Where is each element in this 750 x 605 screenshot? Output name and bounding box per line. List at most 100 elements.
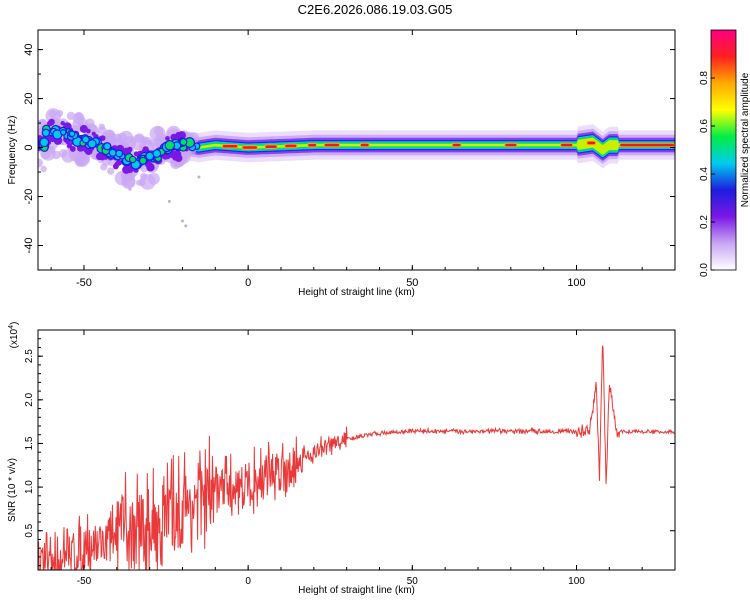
spectrogram-panel: -40 -20 0 20 40 -50 0 50 100 Height of straight l… [7,29,676,298]
noise-blob-75 [60,120,65,126]
top-xtick-label-2: 50 [406,277,418,289]
snr-series-line [38,345,675,570]
ridge-blob-53 [185,138,194,147]
noise-blob-110 [96,153,103,161]
hot-core-8 [505,143,517,147]
colorbar-tick-label-2: 0.4 [699,167,710,181]
noise-blob-70 [69,146,76,152]
noise-halo-141 [72,112,85,125]
bot-xtick-label-3: 100 [568,576,585,587]
ridge-blob-88 [153,150,161,157]
snr-series-group [38,345,675,570]
ridge-blob-85 [140,157,146,164]
colorbar-tick-label-0: 0.0 [699,263,710,277]
ridge-blob-74 [109,149,116,156]
bot-ylabel: SNR (10 * v/v) [7,458,18,522]
top-ylabel: Frequency (Hz) [7,116,18,185]
hot-core-6 [360,143,369,147]
bot-ytick-label-4: 2.5 [24,349,35,363]
top-xlabel: Height of straight line (km) [298,287,415,298]
bot-scale-label: (x104) [8,322,20,349]
bot-xlabel: Height of straight line (km) [298,585,415,596]
noise-halo-1 [40,165,47,173]
top-xtick-label-1: 0 [245,277,251,289]
hot-core-2 [265,145,277,148]
snr-panel: 0.5 1.0 1.5 2.0 2.5 -50 0 50 100 Height of straig… [7,322,676,596]
colorbar-tick-label-1: 0.2 [699,215,710,229]
noise-halo-81 [48,109,57,118]
colorbar-tick-label-4: 0.8 [699,71,710,85]
noise-halo-143 [134,133,145,143]
top-ytick-label-2: 0 [23,144,35,150]
noise-blob-67 [122,165,131,174]
top-ytick-label-4: 40 [23,43,35,55]
ridge-blob-87 [146,152,154,160]
ridge-blob-79 [82,136,89,143]
bot-ytick-label-3: 2.0 [24,392,35,406]
ridge-blob-56 [104,143,111,150]
hot-core-11 [620,143,674,147]
ridge-blob-83 [40,138,48,146]
bot-scale-base: (x10 [9,328,20,348]
spectral-band-6 [189,137,675,155]
noise-halo-105 [98,123,105,130]
speck-1 [184,224,188,228]
noise-blob-115 [115,159,122,166]
snr-plot-area [38,330,675,570]
noise-halo-113 [139,172,148,181]
noise-blob-106 [171,151,178,158]
ridge-blob-59 [70,131,75,136]
hot-core-0 [222,144,238,148]
ridge-blob-70 [173,142,181,149]
colorbar-label: Normalized spectral amplitude [740,72,750,207]
hot-core-3 [285,144,297,148]
speck-0 [180,219,184,223]
ridge-blob-89 [88,140,96,148]
ridge-blob-75 [165,141,174,150]
noise-halo-97 [61,149,75,163]
ridge-blob-54 [42,129,49,136]
ridge-blob-77 [53,130,62,139]
bot-ytick-label-1: 1.0 [24,480,35,494]
hot-core-4 [308,143,317,147]
noise-halo-51 [38,158,44,168]
top-ytick-label-0: -40 [23,238,35,254]
hot-core-5 [324,143,340,147]
top-ytick-label-1: -20 [23,189,35,205]
noise-blob-112 [86,128,91,134]
noise-halo-39 [100,163,108,171]
spectrogram-image [38,108,675,228]
colorbar-gradient [710,29,737,271]
noise-halo-100 [52,150,61,160]
figure-title: C2E6.2026.086.19.03.G05 [297,2,453,17]
top-xtick-label-3: 100 [567,277,585,289]
ridge-blob-80 [180,139,187,145]
noise-halo-144 [114,170,130,186]
bot-scale-exp: 4 [8,325,15,329]
noise-halo-149 [74,157,85,167]
colorbar-tick-label-3: 0.6 [699,119,710,133]
ridge-blob-86 [130,156,136,163]
noise-halo-107 [56,109,64,117]
top-ytick-label-3: 20 [23,92,35,104]
noise-blob-94 [91,131,96,136]
bot-xtick-label-0: -50 [77,576,92,587]
speck-4 [197,175,201,179]
colorbar: 0.0 0.2 0.4 0.6 0.8 Normalized spectral ampli… [699,29,750,277]
noise-blob-89 [86,150,91,155]
hot-core-1 [242,146,257,149]
hot-core-7 [452,143,461,147]
snr-frame [37,329,676,571]
bot-scale-close: ) [9,322,20,325]
noise-halo-116 [138,178,146,187]
noise-blob-91 [47,120,53,127]
bot-ytick-label-2: 1.5 [24,436,35,450]
noise-halo-103 [149,125,166,142]
top-xtick-label-0: -50 [76,277,92,289]
speck-2 [167,199,171,203]
noise-blob-10 [79,124,88,133]
noise-halo-139 [122,136,137,150]
noise-halo-21 [107,167,115,175]
